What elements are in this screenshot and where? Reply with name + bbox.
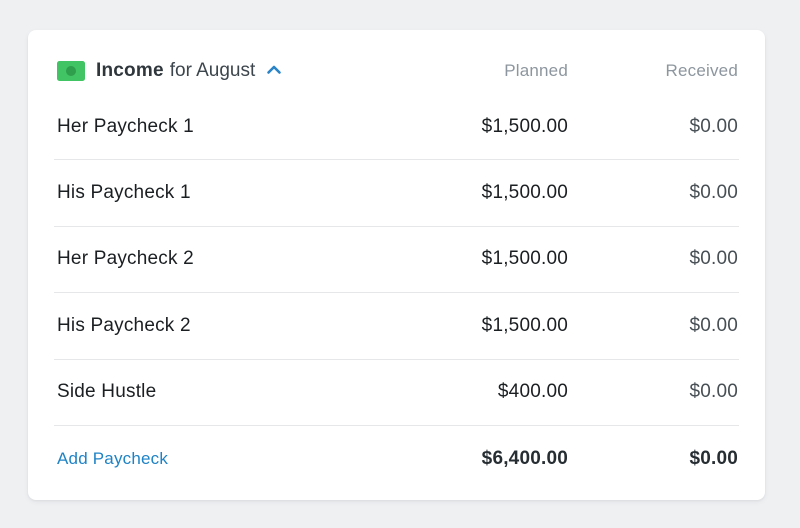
received-amount: $0.00 xyxy=(689,314,738,336)
planned-amount[interactable]: $1,500.00 xyxy=(481,182,568,204)
paycheck-name: His Paycheck 2 xyxy=(57,314,191,336)
planned-amount[interactable]: $1,500.00 xyxy=(481,314,568,336)
table-row[interactable]: His Paycheck 1 $1,500.00 $0.00 xyxy=(54,160,739,227)
planned-total: $6,400.00 xyxy=(481,448,568,470)
received-amount: $0.00 xyxy=(689,182,738,204)
planned-amount[interactable]: $400.00 xyxy=(497,381,568,403)
received-total: $0.00 xyxy=(689,448,738,470)
paycheck-name: Side Hustle xyxy=(57,381,157,403)
add-paycheck-link[interactable]: Add Paycheck xyxy=(57,449,169,469)
paycheck-name: His Paycheck 1 xyxy=(57,182,191,204)
received-amount: $0.00 xyxy=(689,381,738,403)
chevron-up-icon[interactable] xyxy=(266,62,282,80)
column-header-received: Received xyxy=(665,61,738,80)
received-amount: $0.00 xyxy=(689,115,738,137)
received-amount: $0.00 xyxy=(689,248,738,270)
income-title-group[interactable]: Income for August xyxy=(57,60,418,82)
income-title: Income xyxy=(96,60,164,81)
totals-row: Add Paycheck $6,400.00 $0.00 xyxy=(54,426,739,500)
table-row[interactable]: Side Hustle $400.00 $0.00 xyxy=(54,360,739,426)
paycheck-name: Her Paycheck 2 xyxy=(57,248,194,270)
table-row[interactable]: Her Paycheck 1 $1,500.00 $0.00 xyxy=(54,94,739,161)
column-header-planned: Planned xyxy=(504,61,568,80)
table-row[interactable]: His Paycheck 2 $1,500.00 $0.00 xyxy=(54,293,739,360)
income-card: Income for August Planned Received Her P… xyxy=(28,30,765,500)
income-card-header: Income for August Planned Received xyxy=(28,30,765,94)
income-rows: Her Paycheck 1 $1,500.00 $0.00 His Paych… xyxy=(54,94,739,500)
income-subtitle: for August xyxy=(169,60,256,81)
planned-amount[interactable]: $1,500.00 xyxy=(481,248,568,270)
money-bill-icon xyxy=(57,61,85,81)
paycheck-name: Her Paycheck 1 xyxy=(57,115,194,137)
table-row[interactable]: Her Paycheck 2 $1,500.00 $0.00 xyxy=(54,227,739,294)
planned-amount[interactable]: $1,500.00 xyxy=(481,115,568,137)
